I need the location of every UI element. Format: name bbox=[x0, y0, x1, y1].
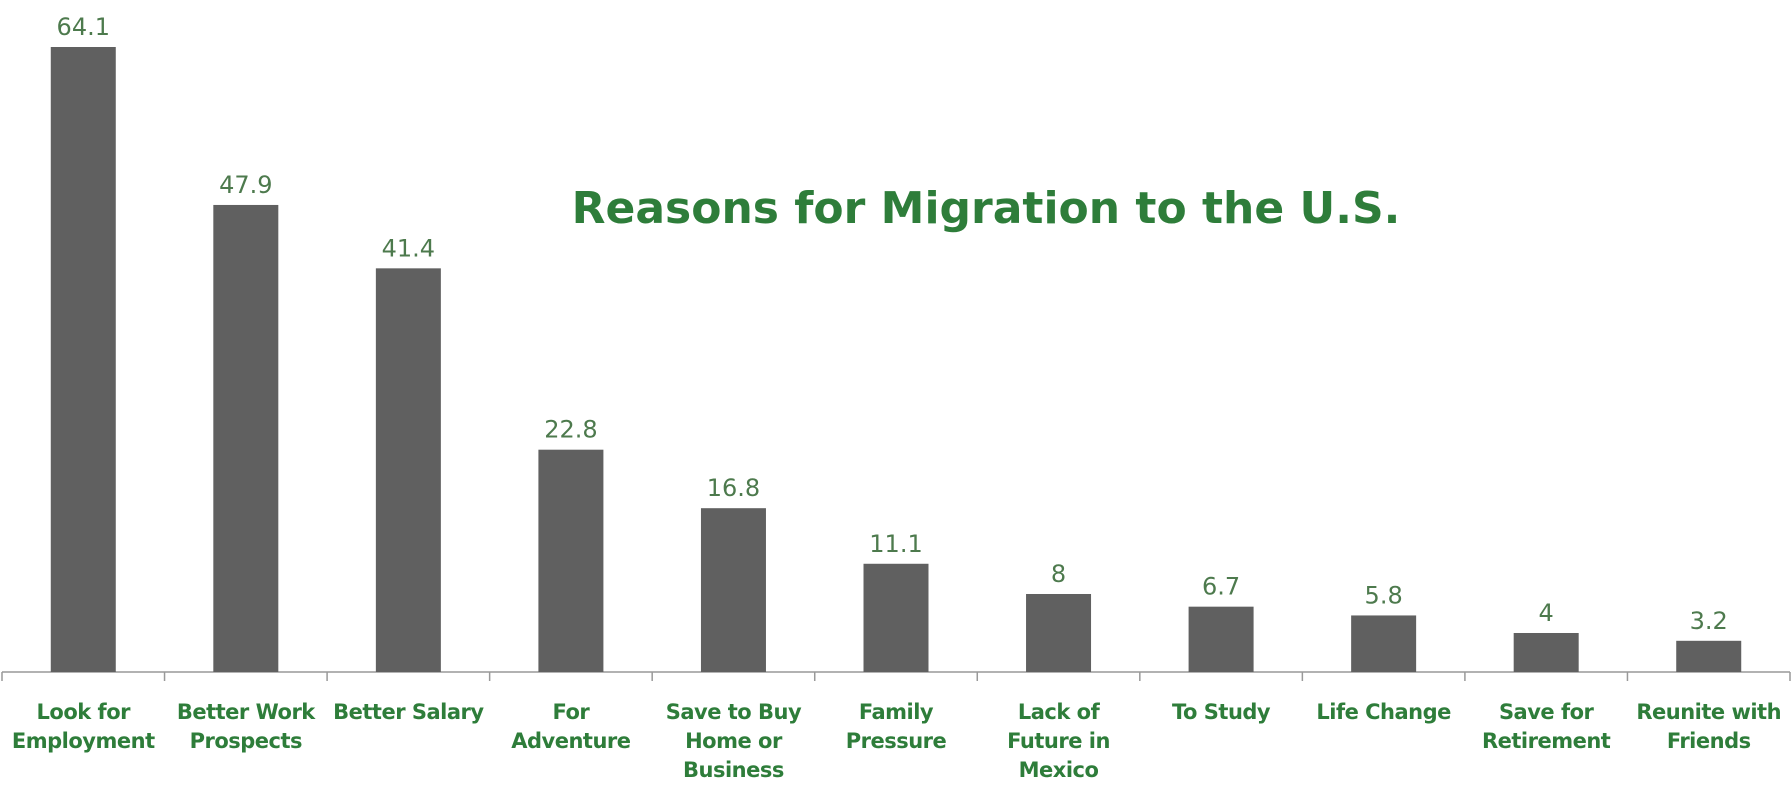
category-label: For Adventure bbox=[511, 700, 631, 753]
bar bbox=[1351, 615, 1417, 672]
bar bbox=[1026, 593, 1092, 672]
category-label: Lack of Future in Mexico bbox=[1007, 700, 1110, 782]
category-label: Save to Buy Home or Business bbox=[665, 700, 802, 782]
bar bbox=[538, 449, 604, 672]
bar bbox=[50, 47, 116, 672]
bar bbox=[700, 508, 766, 672]
value-label: 6.7 bbox=[1202, 573, 1240, 601]
value-label: 41.4 bbox=[382, 234, 435, 262]
value-label: 16.8 bbox=[707, 474, 760, 502]
category-label: Better Salary bbox=[333, 700, 484, 724]
bar bbox=[213, 204, 279, 673]
value-label: 64.1 bbox=[57, 13, 110, 41]
bar bbox=[375, 268, 441, 672]
value-label: 5.8 bbox=[1365, 581, 1403, 609]
value-label: 4 bbox=[1539, 599, 1554, 627]
category-label: Look for Employment bbox=[11, 700, 155, 753]
value-label: 47.9 bbox=[219, 171, 272, 199]
value-label: 11.1 bbox=[869, 530, 922, 558]
bar bbox=[863, 563, 929, 672]
category-label: To Study bbox=[1172, 700, 1271, 724]
category-label: Reunite with Friends bbox=[1636, 700, 1782, 753]
category-label: Family Pressure bbox=[845, 700, 947, 753]
bar bbox=[1513, 632, 1579, 672]
value-label: 8 bbox=[1051, 560, 1066, 588]
category-label: Save for Retirement bbox=[1481, 700, 1611, 753]
value-label: 22.8 bbox=[544, 416, 597, 444]
value-label: 3.2 bbox=[1690, 607, 1728, 635]
bar bbox=[1676, 640, 1742, 672]
category-label: Life Change bbox=[1316, 700, 1451, 724]
bar bbox=[1188, 606, 1254, 672]
category-label: Better Work Prospects bbox=[176, 700, 315, 753]
chart-title: Reasons for Migration to the U.S. bbox=[572, 183, 1401, 234]
